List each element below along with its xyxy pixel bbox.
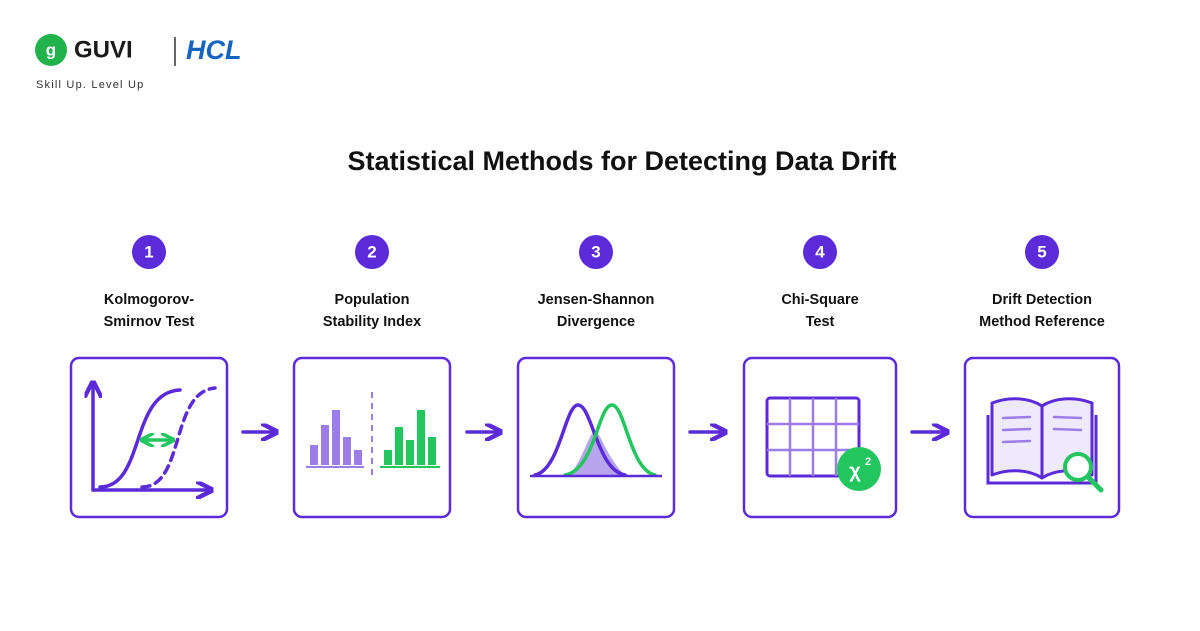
step-label: Stability Index — [323, 314, 421, 330]
step-number-badge — [579, 235, 613, 269]
psi-icon — [306, 392, 440, 478]
step-number: 2 — [367, 242, 376, 261]
tagline: Skill Up. Level Up — [36, 79, 144, 91]
ks-icon — [93, 384, 217, 490]
step-number: 5 — [1037, 242, 1046, 261]
partner-logo: HCL — [186, 35, 242, 65]
step-label: Drift Detection — [992, 292, 1092, 308]
step-number-badge — [132, 235, 166, 269]
chi-square-icon: χ 2 — [765, 396, 881, 491]
step-label: Chi-Square — [781, 292, 858, 308]
step-label: Jensen-Shannon — [538, 292, 655, 308]
logo-glyph: g — [46, 40, 56, 59]
title: Statistical Methods for Detecting Data D… — [347, 146, 896, 176]
js-divergence-icon — [530, 403, 662, 478]
logo[interactable]: g GUVI HCL Skill Up. Level Up — [35, 34, 242, 91]
logo-text: GUVI — [74, 36, 133, 63]
step-number: 3 — [591, 242, 600, 261]
step-label: Divergence — [557, 314, 635, 330]
step-number-badge — [1025, 235, 1059, 269]
step-label: Population — [335, 292, 410, 308]
step-number: 1 — [144, 242, 153, 261]
svg-text:2: 2 — [865, 456, 871, 468]
step-label: Smirnov Test — [104, 314, 195, 330]
step-number-badge — [803, 235, 837, 269]
book-icon — [986, 397, 1104, 493]
step-label: Method Reference — [979, 314, 1105, 330]
step-label: Test — [806, 314, 835, 330]
logo-icon — [35, 34, 67, 66]
svg-text:χ: χ — [849, 460, 861, 482]
step-number: 4 — [815, 242, 825, 261]
step-number-badge — [355, 235, 389, 269]
step-label: Kolmogorov- — [104, 292, 194, 308]
